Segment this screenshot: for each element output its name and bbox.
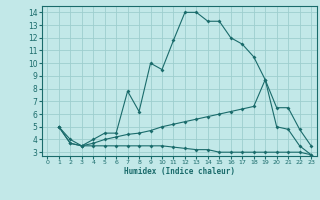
X-axis label: Humidex (Indice chaleur): Humidex (Indice chaleur): [124, 167, 235, 176]
